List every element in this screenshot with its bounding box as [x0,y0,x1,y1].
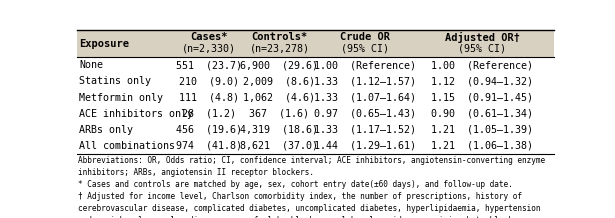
Text: 6,900  (29.6): 6,900 (29.6) [240,60,319,70]
Text: 1.21  (1.06–1.38): 1.21 (1.06–1.38) [431,141,533,151]
Text: * Cases and controls are matched by age, sex, cohort entry date(±60 days), and f: * Cases and controls are matched by age,… [78,180,512,189]
Text: (n=2,330): (n=2,330) [182,44,236,54]
Text: 2,009  (8.6): 2,009 (8.6) [244,76,315,86]
Text: 210  (9.0): 210 (9.0) [179,76,239,86]
Text: ACE inhibitors only: ACE inhibitors only [79,109,193,119]
Text: 111  (4.8): 111 (4.8) [179,92,239,102]
Text: Metformin only: Metformin only [79,92,163,102]
Text: 1.44  (1.29–1.61): 1.44 (1.29–1.61) [314,141,416,151]
Text: and peripheral vascular disease, use of alpha blockers, alpha-glucosidase, aspir: and peripheral vascular disease, use of … [78,216,531,218]
Text: 974  (41.8): 974 (41.8) [176,141,242,151]
Text: (n=23,278): (n=23,278) [250,44,309,54]
Text: None: None [79,60,103,70]
Text: 28  (1.2): 28 (1.2) [182,109,236,119]
Text: Abbreviations: OR, Odds ratio; CI, confidence interval; ACE inhibitors, angioten: Abbreviations: OR, Odds ratio; CI, confi… [78,156,545,165]
Text: ARBs only: ARBs only [79,125,133,135]
Text: 551  (23.7): 551 (23.7) [176,60,242,70]
Text: Exposure: Exposure [79,39,129,49]
Text: 1.15  (0.91–1.45): 1.15 (0.91–1.45) [431,92,533,102]
Text: 1.00  (Reference): 1.00 (Reference) [314,60,416,70]
Text: 456  (19.6): 456 (19.6) [176,125,242,135]
Text: 1.00  (Reference): 1.00 (Reference) [431,60,533,70]
Text: 1.33  (1.17–1.52): 1.33 (1.17–1.52) [314,125,416,135]
Text: Cases*: Cases* [191,32,228,43]
Text: 0.97  (0.65–1.43): 0.97 (0.65–1.43) [314,109,416,119]
Text: 1,062  (4.6): 1,062 (4.6) [244,92,315,102]
Text: Controls*: Controls* [252,32,308,43]
Text: 4,319  (18.6): 4,319 (18.6) [240,125,319,135]
Text: 1.12  (0.94–1.32): 1.12 (0.94–1.32) [431,76,533,86]
Text: 1.33  (1.07–1.64): 1.33 (1.07–1.64) [314,92,416,102]
Text: (95% CI): (95% CI) [458,44,506,54]
Text: † Adjusted for income level, Charlson comorbidity index, the number of prescript: † Adjusted for income level, Charlson co… [78,192,522,201]
Bar [77,30,554,57]
Text: All combinations: All combinations [79,141,175,151]
Text: 8,621  (37.0): 8,621 (37.0) [240,141,319,151]
Text: cerebrovascular disease, complicated diabetes, uncomplicated diabetes, hyperlipi: cerebrovascular disease, complicated dia… [78,204,541,213]
Text: Statins only: Statins only [79,76,151,86]
Text: 1.21  (1.05–1.39): 1.21 (1.05–1.39) [431,125,533,135]
Text: 1.33  (1.12–1.57): 1.33 (1.12–1.57) [314,76,416,86]
Text: Crude OR: Crude OR [340,32,391,43]
Text: (95% CI): (95% CI) [341,44,389,54]
Text: Adjusted OR†: Adjusted OR† [445,32,520,43]
Text: inhibitors; ARBs, angiotensin II receptor blockers.: inhibitors; ARBs, angiotensin II recepto… [78,168,314,177]
Text: 0.90  (0.61–1.34): 0.90 (0.61–1.34) [431,109,533,119]
Text: 367  (1.6): 367 (1.6) [250,109,309,119]
